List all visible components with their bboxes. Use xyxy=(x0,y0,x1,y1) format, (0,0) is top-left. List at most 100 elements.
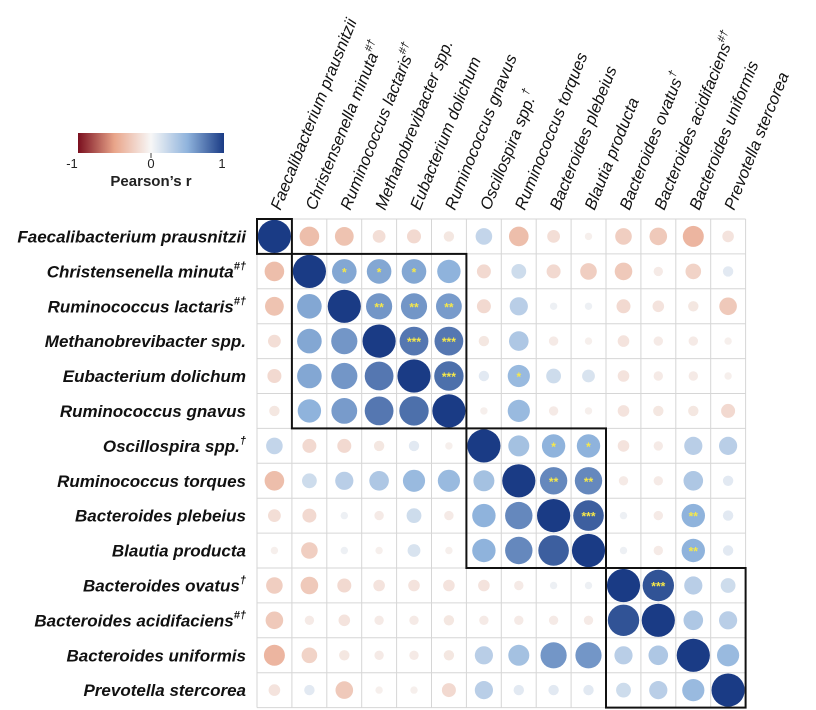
correlation-circle xyxy=(615,228,632,245)
correlation-circle xyxy=(269,405,280,417)
correlation-circle xyxy=(434,361,464,391)
correlation-circle xyxy=(472,503,496,528)
correlation-circle xyxy=(444,510,454,521)
correlation-circle xyxy=(399,326,429,356)
correlation-circle xyxy=(575,642,602,669)
correlation-circle xyxy=(366,293,393,320)
correlation-circle xyxy=(434,326,464,356)
correlation-circle xyxy=(507,364,530,388)
correlation-circle xyxy=(267,369,282,383)
correlation-circle xyxy=(722,230,734,243)
correlation-circle xyxy=(614,262,633,281)
correlation-circle xyxy=(653,510,663,521)
correlation-circle xyxy=(618,476,629,486)
significance-label: * xyxy=(551,440,556,454)
correlation-circle xyxy=(509,297,528,316)
correlation-circle xyxy=(540,642,567,669)
correlation-circle xyxy=(475,228,493,245)
correlation-circle xyxy=(331,398,358,424)
correlation-circle xyxy=(437,259,461,284)
correlation-circle xyxy=(443,650,455,661)
correlation-circle xyxy=(334,227,354,246)
correlation-circle xyxy=(373,579,385,592)
correlation-circle xyxy=(406,508,422,523)
correlation-circle xyxy=(399,396,429,426)
correlation-circle xyxy=(649,681,668,700)
correlation-circle xyxy=(648,645,669,666)
correlation-circle xyxy=(335,681,354,699)
correlation-circle xyxy=(722,475,734,486)
correlation-circle xyxy=(478,370,490,382)
row-label: Bacteroides acidifaciens#† xyxy=(34,609,246,630)
significance-label: ** xyxy=(409,300,419,314)
correlation-circle xyxy=(549,581,558,590)
colorbar-tick-max: 1 xyxy=(218,156,225,171)
correlation-circle xyxy=(541,434,566,458)
correlation-circle xyxy=(337,438,352,453)
correlation-circle xyxy=(374,615,384,625)
significance-label: ** xyxy=(374,300,384,314)
correlation-circle xyxy=(478,335,490,347)
correlation-circle xyxy=(584,302,593,310)
correlation-circle xyxy=(576,434,601,458)
correlation-circle xyxy=(472,538,496,563)
correlation-circle xyxy=(375,546,383,555)
correlation-circle xyxy=(642,569,674,602)
correlation-circle xyxy=(297,399,322,423)
row-label: Ruminococcus torques xyxy=(57,472,246,491)
correlation-circle xyxy=(266,577,283,594)
correlation-circle xyxy=(443,615,455,626)
correlation-circle xyxy=(616,682,631,698)
correlation-circle xyxy=(688,301,699,312)
correlation-circle xyxy=(614,646,633,665)
correlation-circle xyxy=(265,296,284,316)
correlation-circle xyxy=(268,509,281,522)
correlation-circle xyxy=(338,614,351,627)
row-label: Bacteroides uniformis xyxy=(67,646,247,665)
correlation-circle xyxy=(400,293,428,320)
correlation-circle xyxy=(584,407,593,415)
correlation-circle xyxy=(327,289,361,323)
correlation-circle xyxy=(548,406,559,416)
correlation-circle xyxy=(607,604,640,636)
correlation-circle xyxy=(537,498,571,533)
correlation-circle xyxy=(443,579,455,592)
colorbar-gradient xyxy=(78,133,224,153)
correlation-circle xyxy=(432,394,466,428)
correlation-circle xyxy=(340,511,348,520)
correlation-circle xyxy=(584,232,593,241)
correlation-circle xyxy=(606,568,641,603)
correlation-circle xyxy=(332,259,357,284)
correlation-circle xyxy=(478,579,490,592)
significance-label: * xyxy=(412,265,417,279)
correlation-circle xyxy=(584,581,593,590)
correlation-circle xyxy=(467,429,501,463)
correlation-circle xyxy=(573,500,604,531)
correlation-circle xyxy=(549,302,558,310)
correlation-circle xyxy=(408,579,420,592)
correlation-circle xyxy=(302,508,317,523)
colorbar-tick-mid: 0 xyxy=(147,156,154,171)
correlation-circle xyxy=(445,546,453,555)
correlation-circle xyxy=(546,264,561,279)
correlation-circle xyxy=(476,299,491,314)
correlation-circle xyxy=(335,471,354,490)
correlation-circle xyxy=(366,259,392,284)
correlation-circle xyxy=(508,644,530,666)
correlation-circle xyxy=(340,546,348,555)
colorbar-tick-min: -1 xyxy=(66,156,78,171)
row-label: Blautia producta xyxy=(112,542,246,561)
correlation-circle xyxy=(685,263,702,280)
correlation-circle xyxy=(676,638,710,672)
correlation-circle xyxy=(437,469,460,492)
row-label: Methanobrevibacter spp. xyxy=(45,332,246,351)
correlation-circle xyxy=(508,435,530,457)
correlation-circle xyxy=(653,405,664,417)
correlation-circle xyxy=(264,261,285,282)
correlation-circle xyxy=(653,476,663,486)
row-label: Prevotella stercorea xyxy=(83,681,246,700)
correlation-circle xyxy=(724,372,732,380)
correlation-circle xyxy=(297,363,322,389)
correlation-circle xyxy=(297,328,322,354)
